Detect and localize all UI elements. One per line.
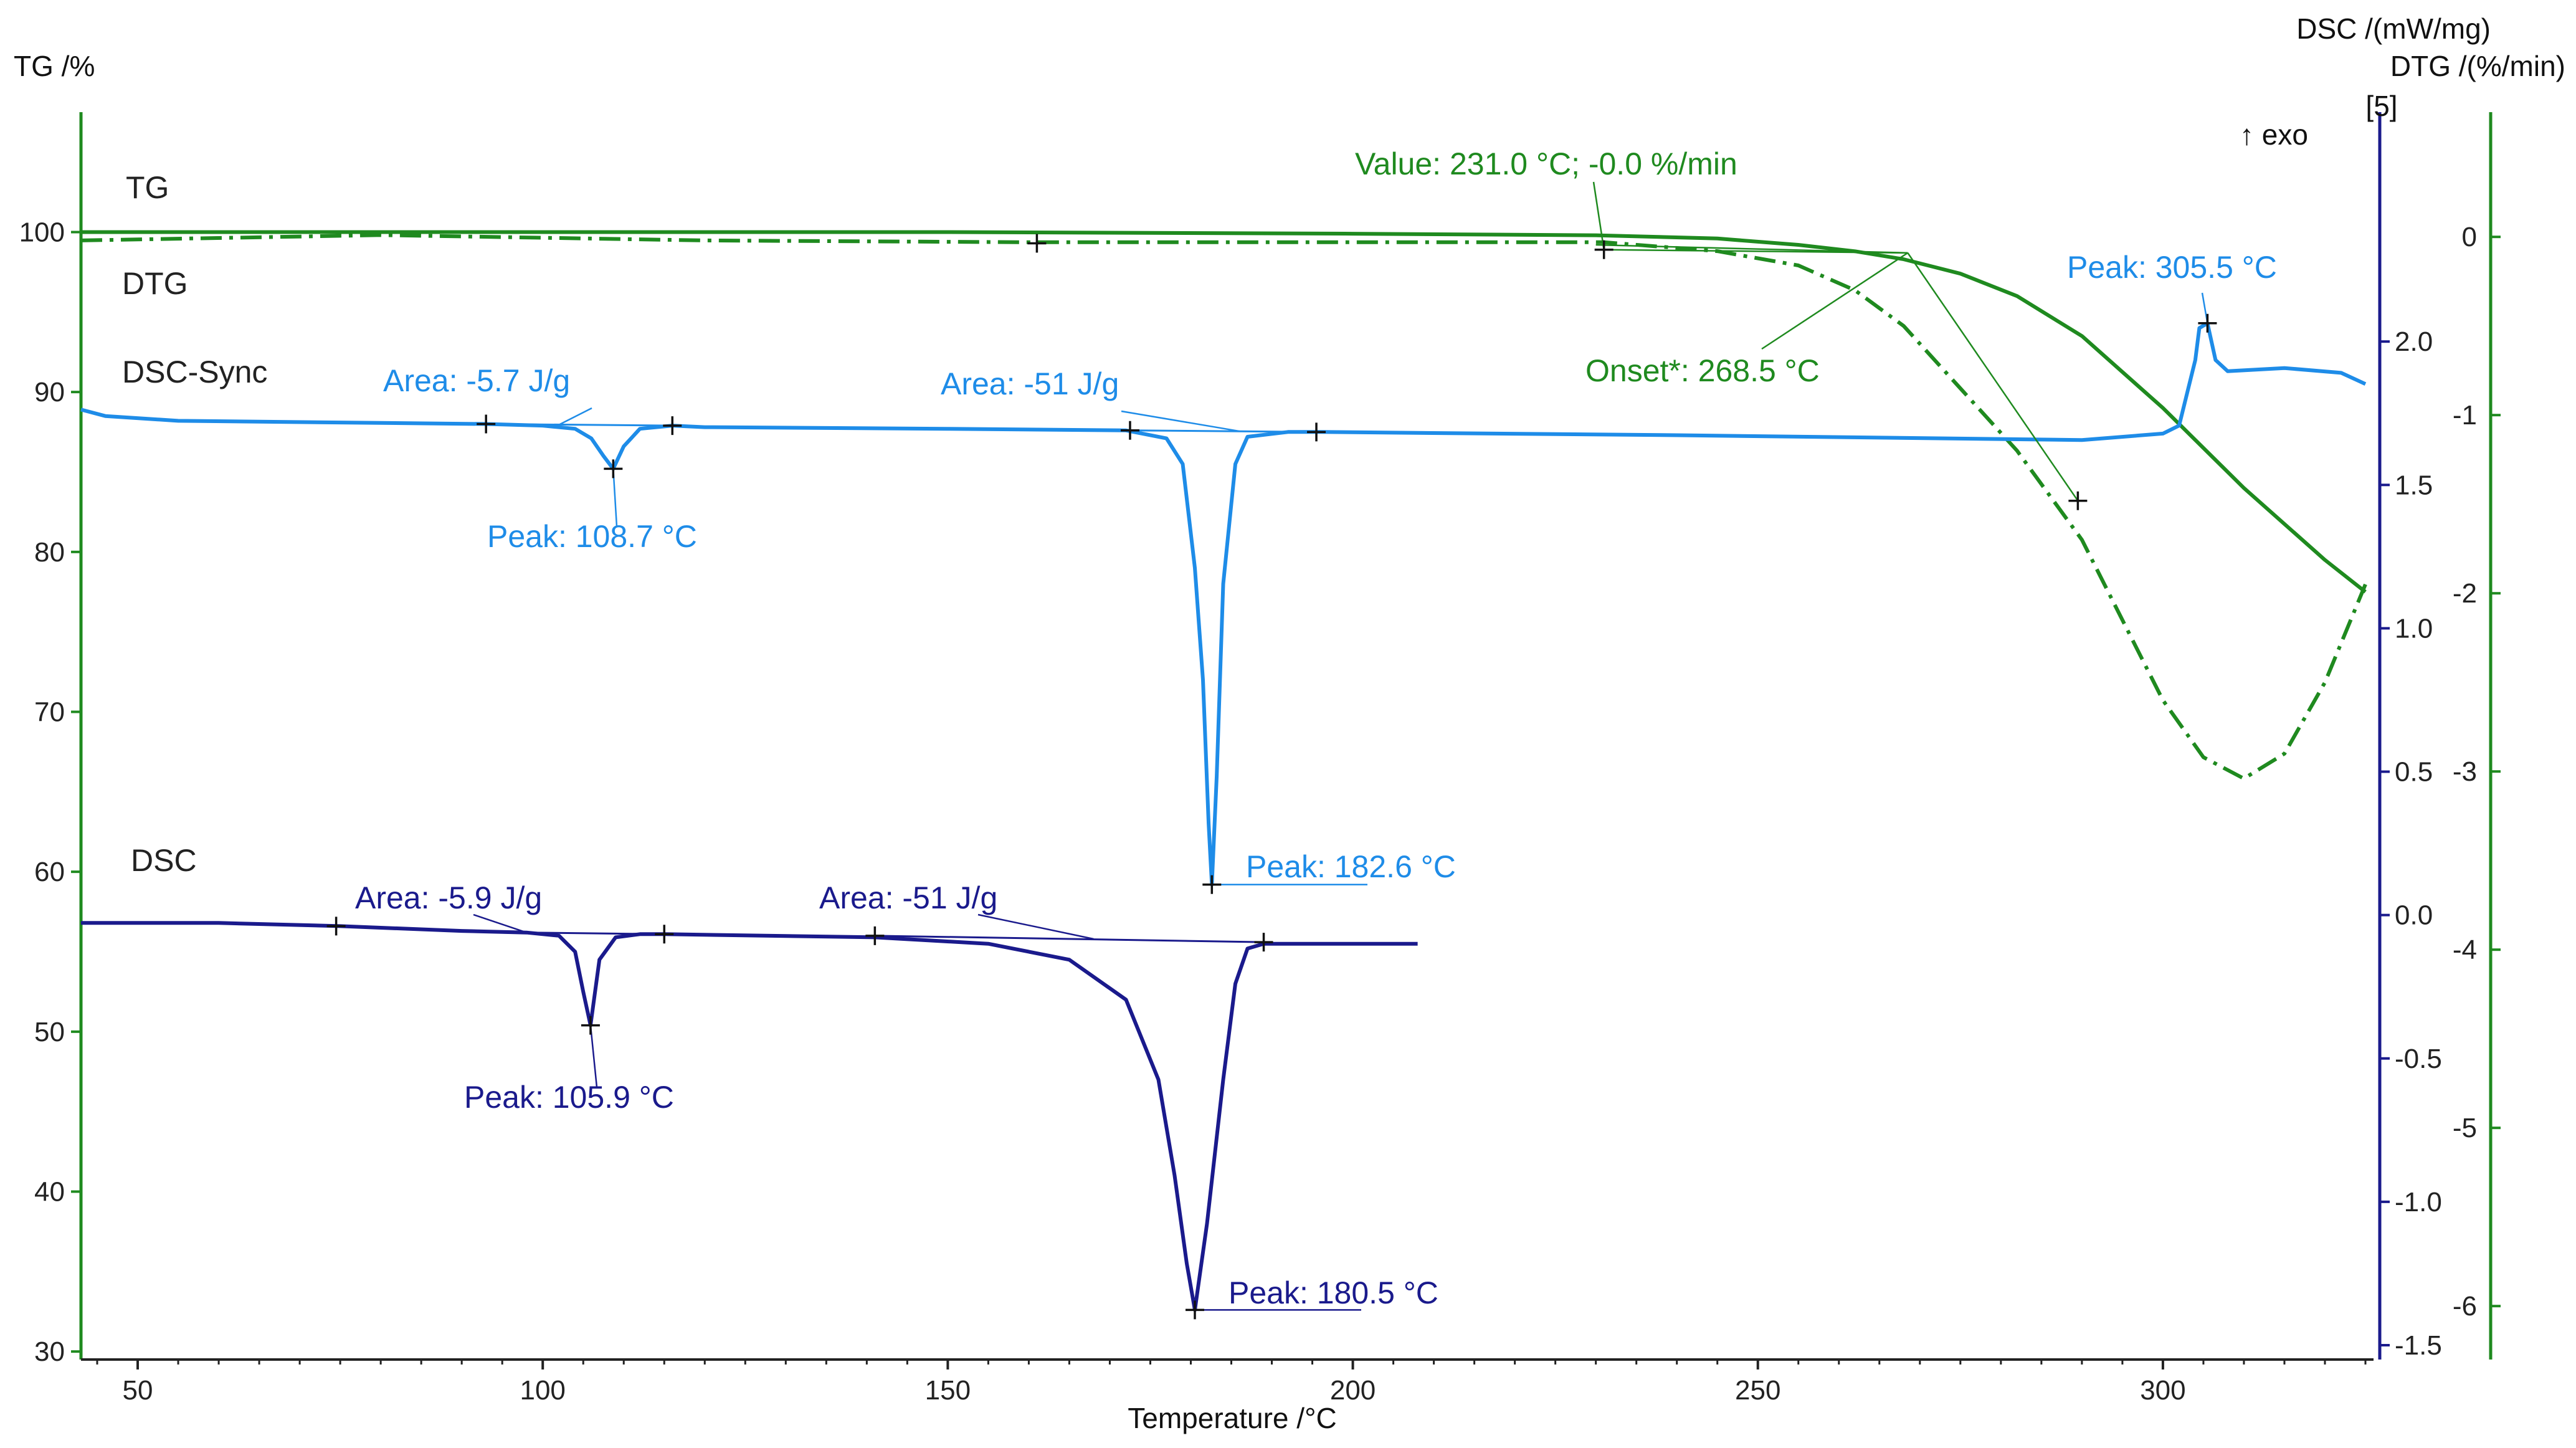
dtg-tick-label: -6 <box>2453 1291 2477 1322</box>
dsc-tick-label: -1.0 <box>2395 1187 2442 1217</box>
dtg-tick-label: -5 <box>2453 1113 2477 1143</box>
annotation-dsc-sync-peak-3: Peak: 305.5 °C <box>2067 250 2277 285</box>
data-marker <box>604 459 623 479</box>
dtg-tick-label: 0 <box>2462 222 2477 252</box>
data-marker <box>1202 875 1222 894</box>
annotation-dsc-sync-area-2: Area: -51 J/g <box>941 366 1119 401</box>
dsc-tick-label: -1.5 <box>2395 1330 2442 1361</box>
leader-dsc-sync-area-2 <box>1121 410 1240 432</box>
x-axis-title: Temperature /°C <box>1128 1402 1336 1434</box>
annotation-dsc-sync-area-1: Area: -5.7 J/g <box>383 363 570 398</box>
annotation-dtg-value: Value: 231.0 °C; -0.0 %/min <box>1355 146 1737 181</box>
tg-tick-label: 100 <box>19 217 65 248</box>
series-dtg <box>80 233 2367 781</box>
data-marker <box>663 416 682 436</box>
series-dsc-sync <box>80 321 2367 887</box>
dtg-tick-label: -3 <box>2453 756 2477 787</box>
data-marker <box>655 925 674 944</box>
data-marker <box>477 414 496 434</box>
annotation-dsc-peak-1: Peak: 105.9 °C <box>464 1080 674 1115</box>
data-marker <box>1120 421 1139 440</box>
curve-label-dtg: DTG <box>122 266 188 301</box>
tg-tick-label: 70 <box>34 697 65 728</box>
tg-tick-label: 80 <box>34 537 65 568</box>
leader-dtg-value <box>1592 181 1605 250</box>
data-marker <box>2068 491 2088 510</box>
leader-onset-tangent <box>1907 252 2079 502</box>
annotation-dsc-peak-2: Peak: 180.5 °C <box>1229 1275 1438 1310</box>
dsc-tick-label: 2.0 <box>2395 326 2433 357</box>
curve-label-dsc-sync: DSC-Sync <box>122 355 267 389</box>
series-dsc <box>81 921 1418 1312</box>
dsc-tick-label: 1.5 <box>2395 470 2433 500</box>
tg-tick-label: 50 <box>34 1017 65 1047</box>
tg-tick-label: 40 <box>34 1177 65 1207</box>
connector-layer <box>473 181 2208 1311</box>
tg-tick-label: 90 <box>34 377 65 407</box>
data-marker <box>865 926 885 945</box>
leader-dsc-area-2 <box>977 913 1094 940</box>
x-tick-label: 300 <box>2140 1375 2185 1406</box>
data-marker <box>1254 933 1273 952</box>
data-marker <box>2198 313 2217 333</box>
dsc-tick-label: 0.0 <box>2395 900 2433 931</box>
marker-layer <box>326 234 2217 1320</box>
dsc-tick-label: 1.0 <box>2395 613 2433 644</box>
dtg-tick-label: -2 <box>2453 578 2477 609</box>
annotation-dsc-sync-peak-2: Peak: 182.6 °C <box>1246 849 1456 884</box>
annotation-dsc-area-2: Area: -51 J/g <box>819 880 997 915</box>
leader-dsc-area-1 <box>473 913 527 933</box>
leader-dsc-sync-area-1 <box>558 407 592 426</box>
tg-tick-label: 60 <box>34 857 65 887</box>
annotation-dsc-sync-peak-1: Peak: 108.7 °C <box>487 519 697 554</box>
x-tick-label: 250 <box>1735 1375 1780 1406</box>
dsc-unit-marker: [5] <box>2365 90 2397 122</box>
leader-dsc-sync-peak-1 <box>612 469 618 527</box>
annotation-dsc-area-1: Area: -5.9 J/g <box>355 880 542 915</box>
x-tick-label: 200 <box>1330 1375 1376 1406</box>
curve-label-dsc: DSC <box>131 843 197 878</box>
integration-baseline <box>875 935 1264 943</box>
leader-onset <box>1761 252 1908 350</box>
dsc-tick-label: -0.5 <box>2395 1044 2442 1074</box>
x-tick-label: 100 <box>520 1375 565 1406</box>
curve-label-tg: TG <box>126 170 169 205</box>
exo-direction-label: ↑ exo <box>2240 118 2308 151</box>
series-tg <box>81 230 2367 594</box>
data-marker <box>1307 422 1326 442</box>
baseline-layer <box>486 423 1317 943</box>
data-marker <box>1027 234 1047 253</box>
dtg-axis-title: DTG /(%/min) <box>2390 50 2565 82</box>
x-tick-label: 150 <box>925 1375 971 1406</box>
data-marker <box>1594 240 1614 259</box>
leader-onset-baseline-dtg <box>1595 244 1908 254</box>
axes-layer: 30 40 50 60 70 80 90 100 50 100 150 200 250 300 -1.5 -1… <box>19 112 2501 1406</box>
leader-dsc-peak-1 <box>589 1025 598 1088</box>
annotation-tg-onset: Onset*: 268.5 °C <box>1585 353 1820 388</box>
data-marker <box>581 1016 600 1035</box>
dsc-tick-label: 0.5 <box>2395 757 2433 788</box>
data-marker <box>1185 1300 1204 1320</box>
tg-tick-label: 30 <box>34 1336 65 1367</box>
dsc-axis-title: DSC /(mW/mg) <box>2296 12 2491 45</box>
dtg-tick-label: -1 <box>2453 400 2477 431</box>
data-marker <box>326 917 346 936</box>
x-tick-label: 50 <box>123 1375 153 1406</box>
tg-axis-title: TG /% <box>14 50 95 82</box>
dtg-tick-label: -4 <box>2453 935 2477 965</box>
